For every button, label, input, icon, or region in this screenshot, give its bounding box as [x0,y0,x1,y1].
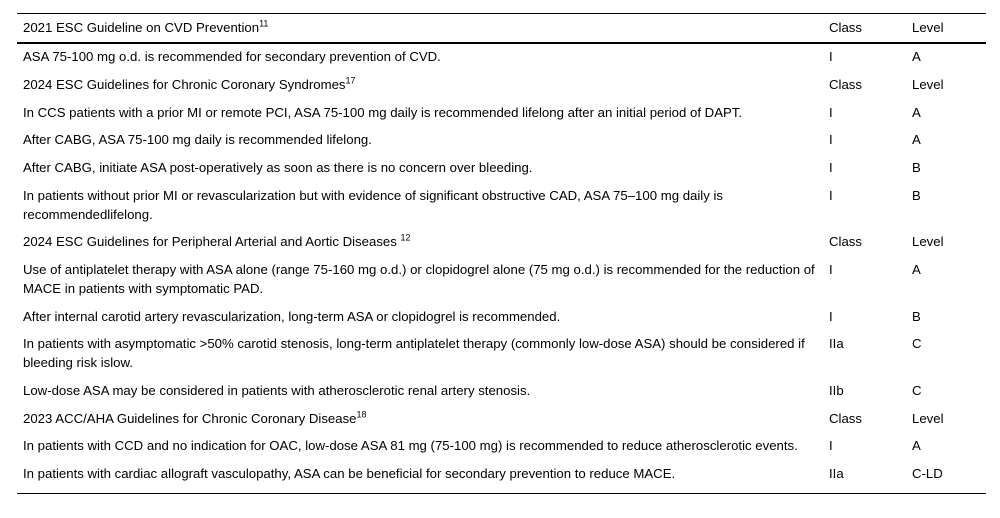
reference-superscript: 17 [345,75,356,86]
section-title-cell: 2024 ESC Guidelines for Chronic Coronary… [17,71,827,99]
level-cell: C [912,382,922,398]
header-guideline-reference: 11 [259,18,269,29]
recommendation-cell: After internal carotid artery revascular… [17,303,827,331]
table-row: Use of antiplatelet therapy with ASA alo… [17,257,986,303]
level-cell: Level [912,410,944,426]
table-row: In patients with CCD and no indication f… [17,433,986,461]
level-cell: Level [912,76,944,92]
table-row: 2024 ESC Guidelines for Chronic Coronary… [17,71,986,99]
header-class: Class [827,12,910,44]
class-cell: I [829,132,833,148]
table-row: Low-dose ASA may be considered in patien… [17,377,986,405]
class-cell: I [829,262,833,278]
recommendation-text: After CABG, ASA 75-100 mg daily is recom… [23,132,372,148]
level-cell: A [912,104,921,120]
table-row: In patients with cardiac allograft vascu… [17,460,986,494]
level-cell: C [912,336,922,352]
class-cell: I [829,187,833,203]
recommendation-text: In CCS patients with a prior MI or remot… [23,104,743,120]
reference-superscript: 12 [400,232,411,243]
recommendation-text: Low-dose ASA may be considered in patien… [23,382,531,398]
recommendation-text: After CABG, initiate ASA post-operativel… [23,160,533,176]
class-cell: Class [829,234,862,250]
class-cell: I [829,160,833,176]
class-cell: IIa [829,336,844,352]
section-title-text: 2024 ESC Guidelines for Peripheral Arter… [23,234,401,250]
recommendation-text: Use of antiplatelet therapy with ASA alo… [23,262,815,296]
class-cell: I [829,104,833,120]
table-row: In patients with asymptomatic >50% carot… [17,331,986,377]
recommendations-table: 2021 ESC Guideline on CVD Prevention11 C… [17,12,986,494]
table-body: ASA 75-100 mg o.d. is recommended for se… [17,43,986,494]
recommendation-cell: In patients with asymptomatic >50% carot… [17,331,827,377]
table-row: In CCS patients with a prior MI or remot… [17,99,986,127]
section-title-text: 2023 ACC/AHA Guidelines for Chronic Coro… [23,410,357,426]
table-row: 2024 ESC Guidelines for Peripheral Arter… [17,229,986,257]
level-cell: B [912,308,921,324]
level-cell: B [912,160,921,176]
recommendation-cell: ASA 75-100 mg o.d. is recommended for se… [17,43,827,72]
recommendation-text: In patients with CCD and no indication f… [23,438,798,454]
table-header-row: 2021 ESC Guideline on CVD Prevention11 C… [17,12,986,44]
table-row: ASA 75-100 mg o.d. is recommended for se… [17,43,986,72]
section-title-cell: 2024 ESC Guidelines for Peripheral Arter… [17,229,827,257]
class-cell: Class [829,410,862,426]
header-guideline-title-text: 2021 ESC Guideline on CVD Prevention [23,19,260,35]
class-cell: Class [829,76,862,92]
recommendation-text: ASA 75-100 mg o.d. is recommended for se… [23,49,441,65]
table-row: After CABG, ASA 75-100 mg daily is recom… [17,127,986,155]
table-head: 2021 ESC Guideline on CVD Prevention11 C… [17,12,986,44]
recommendation-cell: Low-dose ASA may be considered in patien… [17,377,827,405]
recommendation-cell: In patients without prior MI or revascul… [17,182,827,228]
recommendation-cell: In patients with cardiac allograft vascu… [17,460,827,494]
recommendation-text: After internal carotid artery revascular… [23,308,561,324]
recommendation-cell: Use of antiplatelet therapy with ASA alo… [17,257,827,303]
recommendation-text: In patients with asymptomatic >50% carot… [23,336,805,371]
level-cell: Level [912,234,944,250]
header-level: Level [910,12,986,44]
guideline-recommendation-table: 2021 ESC Guideline on CVD Prevention11 C… [17,12,986,494]
recommendation-text: In patients with cardiac allograft vascu… [23,465,676,481]
level-cell: B [912,187,921,203]
level-cell: A [912,49,921,65]
table-row: After CABG, initiate ASA post-operativel… [17,155,986,183]
table-row: After internal carotid artery revascular… [17,303,986,331]
level-cell: A [912,262,921,278]
level-cell: A [912,132,921,148]
recommendation-cell: After CABG, initiate ASA post-operativel… [17,155,827,183]
section-title-text: 2024 ESC Guidelines for Chronic Coronary… [23,76,346,92]
class-cell: I [829,438,833,454]
level-cell: A [912,438,921,454]
recommendation-cell: In CCS patients with a prior MI or remot… [17,99,827,127]
class-cell: IIb [829,382,844,398]
table-row: 2023 ACC/AHA Guidelines for Chronic Coro… [17,405,986,433]
header-guideline-title: 2021 ESC Guideline on CVD Prevention11 [17,12,827,44]
recommendation-cell: After CABG, ASA 75-100 mg daily is recom… [17,127,827,155]
reference-superscript: 18 [356,409,367,420]
class-cell: IIa [827,460,910,494]
class-cell: I [829,308,833,324]
class-cell: I [829,49,833,65]
section-title-cell: 2023 ACC/AHA Guidelines for Chronic Coro… [17,405,827,433]
table-row: In patients without prior MI or revascul… [17,182,986,228]
recommendation-text: In patients without prior MI or revascul… [23,187,724,222]
recommendation-cell: In patients with CCD and no indication f… [17,433,827,461]
level-cell: C-LD [910,460,986,494]
